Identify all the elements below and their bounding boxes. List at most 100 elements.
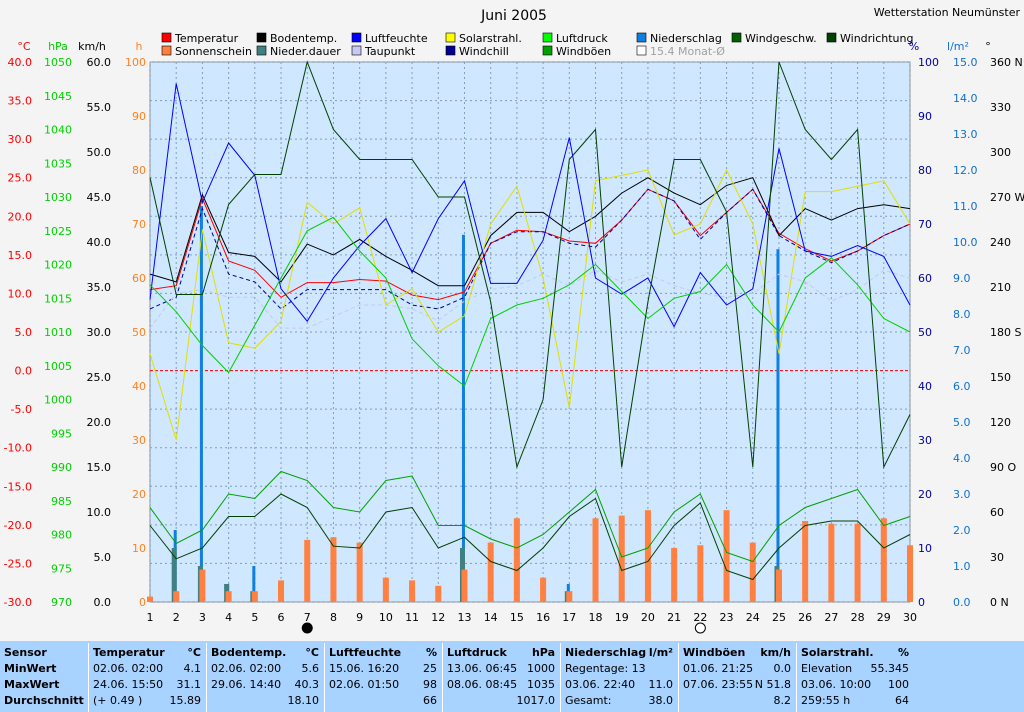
stats-panel-title: Luftdruck	[447, 646, 507, 659]
bar-sonnenschein	[409, 580, 416, 602]
humidity-tick-label: 70	[918, 218, 932, 231]
stats-panel-row: 15.06. 16:20 25	[329, 661, 437, 677]
x-tick-label: 5	[251, 611, 258, 624]
stats-panel-temperatur: Temperatur °C 02.06. 02:00 4.1 24.06. 15:50 3…	[88, 643, 205, 712]
series-line-luftfeuchte	[149, 83, 911, 328]
stats-panel-row: Regentage: 13	[565, 661, 673, 677]
sunshine-tick-label: 50	[132, 326, 146, 339]
stats-panel-header: Niederschlag l/m²	[565, 645, 673, 661]
stats-cell-value: 64	[895, 694, 909, 707]
stats-panel-unit: l/m²	[648, 646, 673, 659]
stats-panel-title: Luftfeuchte	[329, 646, 402, 659]
direction-tick-label: 300	[990, 146, 1011, 159]
rain-tick-label: 13.0	[953, 128, 978, 141]
pressure-unit: hPa	[48, 40, 68, 53]
pressure-tick-label: 980	[51, 529, 72, 542]
wind-tick-label: 55.0	[87, 101, 112, 114]
stats-cell-value: 8.2	[773, 694, 792, 707]
stats-panel-title: Bodentemp.	[211, 646, 287, 659]
stats-panel-row: 02.06. 01:50 98	[329, 677, 437, 693]
wind-tick-label: 25.0	[87, 371, 112, 384]
stats-cell-label: 02.06. 02:00	[93, 662, 164, 675]
wind-tick-label: 10.0	[87, 506, 112, 519]
stats-cell-value: 1017.0	[516, 694, 556, 707]
wind-tick-label: 40.0	[87, 236, 112, 249]
stats-panel-niederschlag: Niederschlag l/m² Regentage: 13 03.06. 22:4…	[560, 643, 677, 712]
rain-tick-label: 14.0	[953, 92, 978, 105]
statistics-table: Sensor MinWert MaxWert Durchschnitt Temp…	[0, 641, 1024, 712]
bar-sonnenschein	[618, 515, 625, 602]
stats-panel-bodentemp: Bodentemp. °C 02.06. 02:00 5.6 29.06. 14:40 4…	[206, 643, 323, 712]
temperature-tick-label: 35.0	[8, 95, 33, 108]
x-tick-label: 29	[877, 611, 891, 624]
stats-panel-header: Windböen km/h	[683, 645, 791, 661]
bar-sonnenschein	[487, 542, 494, 602]
bar-sonnenschein	[304, 539, 311, 602]
legend-label: Bodentemp.	[270, 32, 337, 45]
stats-cell-value: 1000	[527, 662, 555, 675]
stats-panel-row: Elevation 55.345	[801, 661, 909, 677]
wind-tick-label: 60.0	[87, 56, 112, 69]
bar-sonnenschein	[697, 545, 704, 602]
x-tick-label: 15	[510, 611, 524, 624]
pressure-tick-label: 1050	[44, 56, 72, 69]
x-tick-label: 27	[824, 611, 838, 624]
pressure-tick-label: 1005	[44, 360, 72, 373]
bar-sonnenschein	[854, 523, 861, 602]
stats-cell-label: 03.06. 22:40	[565, 678, 636, 691]
x-tick-label: 13	[457, 611, 471, 624]
stats-panel-row: Gesamt: 38.0	[565, 693, 673, 709]
humidity-tick-label: 20	[918, 488, 932, 501]
stats-panel-row: 24.06. 15:50 31.1	[93, 677, 201, 693]
legend-swatch	[542, 32, 553, 43]
legend-label: Sonnenschein	[175, 45, 252, 58]
rain-tick-label: 12.0	[953, 164, 978, 177]
sunshine-tick-label: 0	[139, 596, 146, 609]
sunshine-tick-label: 10	[132, 542, 146, 555]
stats-panel-row: 1017.0	[447, 693, 556, 709]
rain-tick-label: 11.0	[953, 200, 978, 213]
stats-panel-row: 66	[329, 693, 437, 709]
x-tick-label: 12	[431, 611, 445, 624]
pressure-tick-label: 990	[51, 461, 72, 474]
pressure-tick-label: 1020	[44, 259, 72, 272]
stats-sensor-title: Sensor	[4, 646, 47, 659]
legend-swatch	[731, 32, 742, 43]
x-tick-label: 18	[589, 611, 603, 624]
legend-label: Nieder.dauer	[270, 45, 341, 58]
temperature-tick-label: 25.0	[8, 172, 33, 185]
sunshine-tick-label: 60	[132, 272, 146, 285]
stats-panel-row: 07.06. 23:55 N 51.8	[683, 677, 791, 693]
bar-sonnenschein	[828, 523, 835, 602]
pressure-tick-label: 970	[51, 596, 72, 609]
x-tick-label: 4	[225, 611, 232, 624]
stats-panel-sensor: Sensor MinWert MaxWert Durchschnitt	[0, 643, 86, 712]
stats-panel-row: 8.2	[683, 693, 792, 709]
stats-cell-label: Gesamt:	[565, 694, 612, 707]
moon-new-icon	[301, 622, 313, 634]
temperature-tick-label: 30.0	[8, 133, 33, 146]
bar-sonnenschein	[251, 591, 258, 602]
stats-panel-title: Niederschlag	[565, 646, 647, 659]
bar-sonnenschein	[330, 537, 337, 602]
direction-tick-label: 60	[990, 506, 1004, 519]
rain-tick-label: 10.0	[953, 236, 978, 249]
pressure-tick-label: 1035	[44, 157, 72, 170]
stats-cell-label: 02.06. 02:00	[211, 662, 282, 675]
stats-panel-unit: °C	[187, 646, 201, 659]
bar-sonnenschein	[540, 577, 547, 602]
direction-tick-label: 120	[990, 416, 1011, 429]
bar-niederschlag	[776, 249, 780, 602]
stats-cell-value: 15.89	[169, 694, 202, 707]
x-tick-label: 25	[772, 611, 786, 624]
rain-tick-label: 9.0	[953, 272, 971, 285]
temperature-tick-label: 10.0	[8, 287, 33, 300]
pressure-tick-label: 1030	[44, 191, 72, 204]
axes: 40.035.030.025.020.015.010.05.00.0-5.0-1…	[4, 40, 1024, 634]
legend-label: Windrichtung	[840, 32, 913, 45]
series-line-windben	[149, 470, 911, 563]
series-line-windgeschw	[149, 493, 911, 581]
x-tick-label: 22	[693, 611, 707, 624]
x-tick-label: 6	[278, 611, 285, 624]
stats-cell-label: 259:55 h	[801, 694, 851, 707]
